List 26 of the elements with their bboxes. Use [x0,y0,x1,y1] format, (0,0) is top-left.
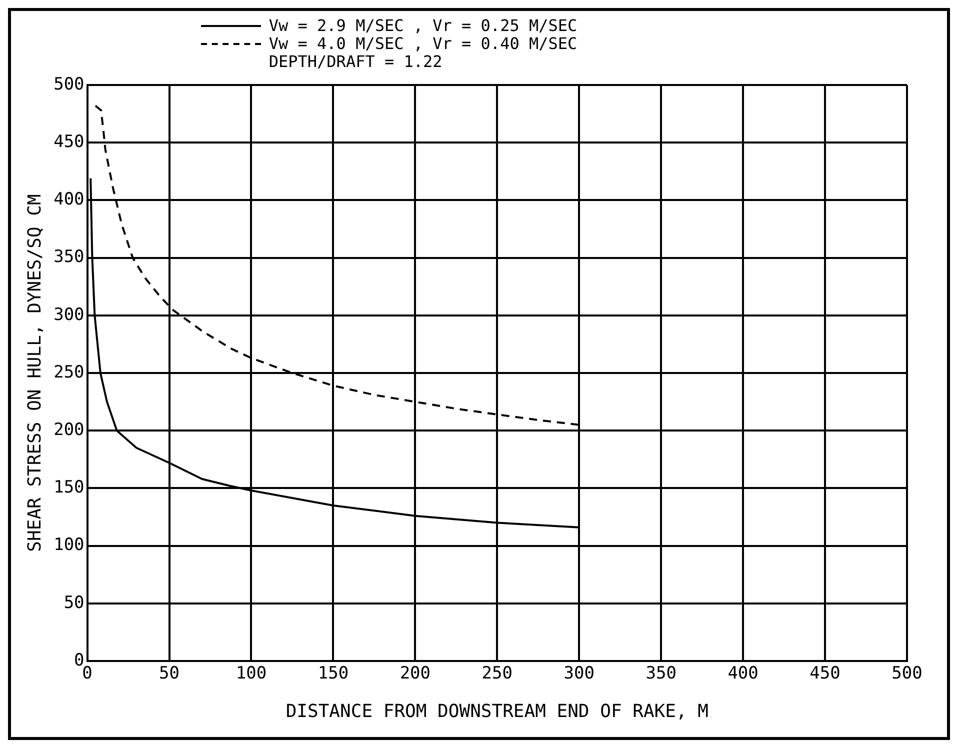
legend-label: Vw = 4.0 M/SEC , Vr = 0.40 M/SEC [268,34,578,53]
y-tick-label: 150 [54,478,84,498]
x-tick-label: 400 [728,664,758,684]
text: DEPTH/DRAFT = 1.22 [268,52,444,71]
x-axis-title: DISTANCE FROM DOWNSTREAM END OF RAKE, M [286,700,709,722]
x-tick-label: 300 [564,664,594,684]
x-tick-label: 100 [236,664,267,684]
y-tick-label: 250 [54,362,84,382]
x-tick-label: 150 [318,664,349,684]
y-axis-title: SHEAR STRESS ON HULL, DYNES/SQ CM [24,194,46,552]
x-tick-label: 50 [159,664,180,684]
x-tick-label: 500 [892,664,922,684]
y-tick-label: 100 [54,535,84,556]
y-tick-label: 450 [54,132,84,152]
x-tick-label: 450 [810,664,840,684]
x-tick-label: 350 [646,664,676,684]
y-tick-label: 50 [64,592,84,613]
y-tick-label: 0 [74,650,84,670]
y-tick-label: 200 [54,420,84,440]
x-tick-label: 200 [400,664,431,684]
legend-label: Vw = 2.9 M/SEC , Vr = 0.25 M/SEC [268,16,578,35]
y-tick-label: 400 [54,190,84,210]
y-tick-label: 350 [54,247,84,268]
y-tick-label: 300 [54,304,84,325]
x-tick-label: 250 [482,664,513,684]
y-tick-label: 500 [54,74,84,94]
